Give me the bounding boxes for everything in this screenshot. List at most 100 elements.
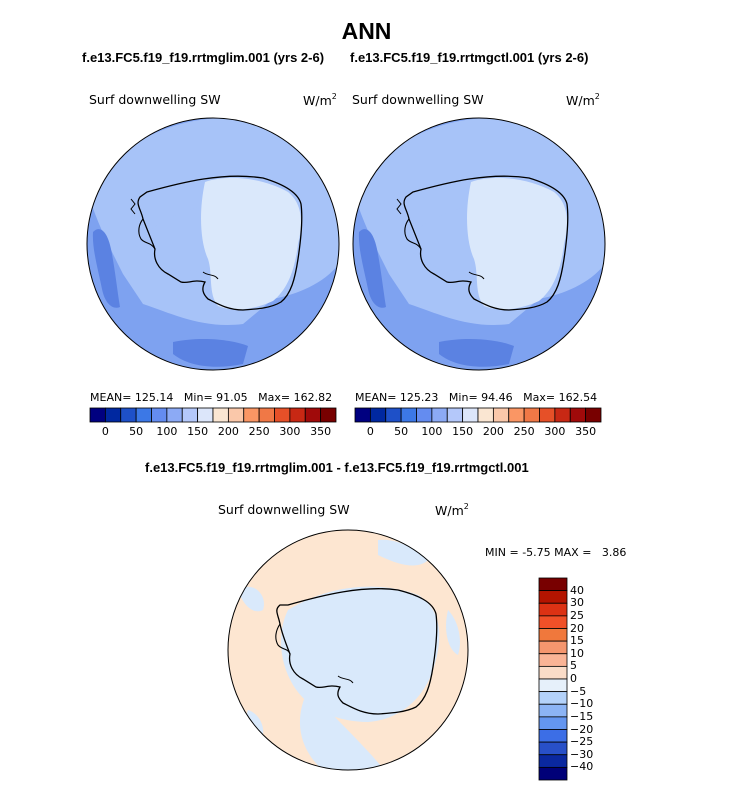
colorbar-swatch bbox=[538, 691, 568, 705]
colorbar-swatch bbox=[400, 407, 417, 423]
colorbar-tick-label: 150 bbox=[452, 425, 474, 438]
diff-map-border bbox=[227, 529, 469, 771]
panel1-map-border bbox=[86, 117, 340, 371]
panel1-variable-label: Surf downwelling SW bbox=[89, 92, 221, 107]
colorbar-swatch bbox=[538, 628, 568, 642]
colorbar-swatch bbox=[243, 407, 260, 423]
colorbar-tick-label: 350 bbox=[575, 425, 597, 438]
colorbar-tick-label: 0 bbox=[366, 425, 374, 438]
colorbar-tick-label: 40 bbox=[570, 583, 584, 597]
colorbar-swatch bbox=[416, 407, 433, 423]
colorbar-tick-label: 10 bbox=[570, 646, 584, 660]
colorbar-swatch bbox=[538, 741, 568, 756]
colorbar-swatch bbox=[135, 407, 152, 423]
colorbar-swatch bbox=[304, 407, 322, 423]
colorbar-swatch bbox=[227, 407, 245, 423]
colorbar-swatch bbox=[538, 602, 568, 617]
colorbar-swatch bbox=[89, 407, 106, 423]
diff-map bbox=[228, 530, 468, 770]
colorbar-swatch bbox=[320, 407, 337, 423]
colorbar-tick-label: 250 bbox=[513, 425, 535, 438]
colorbar-swatch bbox=[151, 407, 168, 423]
colorbar-swatch bbox=[274, 407, 291, 423]
colorbar-swatch bbox=[554, 407, 571, 423]
colorbar-swatch bbox=[538, 766, 568, 781]
panel2-stats: MEAN= 125.23 Min= 94.46 Max= 162.54 bbox=[355, 391, 598, 404]
panel1-map bbox=[87, 118, 339, 370]
colorbar-tick-label: −15 bbox=[570, 709, 594, 723]
panel1-units-label: W/m2 bbox=[303, 92, 337, 108]
colorbar-swatch bbox=[523, 407, 540, 423]
colorbar-tick-label: 50 bbox=[394, 425, 409, 438]
colorbar-tick-label: 100 bbox=[421, 425, 443, 438]
colorbar-swatch bbox=[462, 407, 479, 423]
colorbar-tick-label: 15 bbox=[570, 634, 584, 648]
colorbar-tick-label: 50 bbox=[129, 425, 144, 438]
panel1-colorbar bbox=[89, 407, 337, 423]
colorbar-swatch bbox=[104, 407, 122, 423]
colorbar-swatch bbox=[538, 716, 568, 730]
diff-minmax: MIN = -5.75 MAX = 3.86 bbox=[485, 546, 627, 559]
colorbar-swatch bbox=[538, 615, 568, 629]
colorbar-tick-label: 100 bbox=[156, 425, 178, 438]
colorbar-swatch bbox=[585, 407, 602, 423]
colorbar-swatch bbox=[166, 407, 183, 423]
colorbar-swatch bbox=[446, 407, 464, 423]
colorbar-swatch bbox=[289, 407, 306, 423]
diff-colorbar bbox=[538, 577, 568, 781]
colorbar-tick-label: 150 bbox=[187, 425, 209, 438]
colorbar-swatch bbox=[258, 407, 275, 423]
colorbar-swatch bbox=[492, 407, 510, 423]
colorbar-tick-label: 200 bbox=[217, 425, 239, 438]
diff-title: f.e13.FC5.f19_f19.rrtmglim.001 - f.e13.F… bbox=[145, 460, 529, 475]
colorbar-tick-label: 0 bbox=[101, 425, 109, 438]
colorbar-swatch bbox=[181, 407, 199, 423]
colorbar-swatch bbox=[538, 577, 568, 592]
colorbar-swatch bbox=[569, 407, 587, 423]
panel2-colorbar bbox=[354, 407, 602, 423]
colorbar-swatch bbox=[197, 407, 214, 423]
colorbar-tick-label: 300 bbox=[544, 425, 566, 438]
colorbar-swatch bbox=[538, 653, 568, 667]
page-title: ANN bbox=[341, 18, 392, 44]
colorbar-tick-label: −40 bbox=[570, 760, 594, 774]
colorbar-tick-label: −20 bbox=[570, 722, 594, 736]
panel2-map-border bbox=[352, 117, 606, 371]
colorbar-tick-label: 25 bbox=[570, 608, 584, 622]
panel1-stats: MEAN= 125.14 Min= 91.05 Max= 162.82 bbox=[90, 391, 333, 404]
colorbar-swatch bbox=[538, 754, 568, 768]
colorbar-swatch bbox=[538, 590, 568, 604]
colorbar-swatch bbox=[212, 407, 229, 423]
diff-variable-label: Surf downwelling SW bbox=[218, 502, 350, 517]
colorbar-swatch bbox=[538, 729, 568, 743]
colorbar-tick-label: −25 bbox=[570, 735, 594, 749]
colorbar-swatch bbox=[508, 407, 525, 423]
colorbar-swatch bbox=[354, 407, 371, 423]
panel2-map bbox=[353, 118, 605, 370]
diff-units-label: W/m2 bbox=[435, 502, 469, 518]
colorbar-swatch bbox=[369, 407, 387, 423]
colorbar-tick-label: 30 bbox=[570, 596, 584, 610]
colorbar-swatch bbox=[477, 407, 494, 423]
panel2-variable-label: Surf downwelling SW bbox=[352, 92, 484, 107]
colorbar-tick-label: 200 bbox=[482, 425, 504, 438]
colorbar-swatch bbox=[538, 640, 568, 655]
colorbar-tick-label: −10 bbox=[570, 697, 594, 711]
colorbar-tick-label: 5 bbox=[570, 659, 577, 673]
colorbar-tick-label: 250 bbox=[248, 425, 270, 438]
colorbar-swatch bbox=[120, 407, 137, 423]
panel2-case-title: f.e13.FC5.f19_f19.rrtmgctl.001 (yrs 2-6) bbox=[350, 50, 589, 65]
colorbar-swatch bbox=[538, 703, 568, 718]
colorbar-tick-label: 0 bbox=[570, 672, 577, 685]
colorbar-swatch bbox=[538, 665, 568, 680]
panel1-case-title: f.e13.FC5.f19_f19.rrtmglim.001 (yrs 2-6) bbox=[82, 50, 325, 65]
colorbar-swatch bbox=[385, 407, 402, 423]
panel2-units-label: W/m2 bbox=[566, 92, 600, 108]
colorbar-swatch bbox=[539, 407, 556, 423]
colorbar-tick-label: 350 bbox=[310, 425, 332, 438]
colorbar-swatch bbox=[431, 407, 448, 423]
colorbar-tick-label: 20 bbox=[570, 621, 584, 635]
colorbar-tick-label: −5 bbox=[570, 684, 587, 698]
colorbar-swatch bbox=[538, 678, 568, 693]
